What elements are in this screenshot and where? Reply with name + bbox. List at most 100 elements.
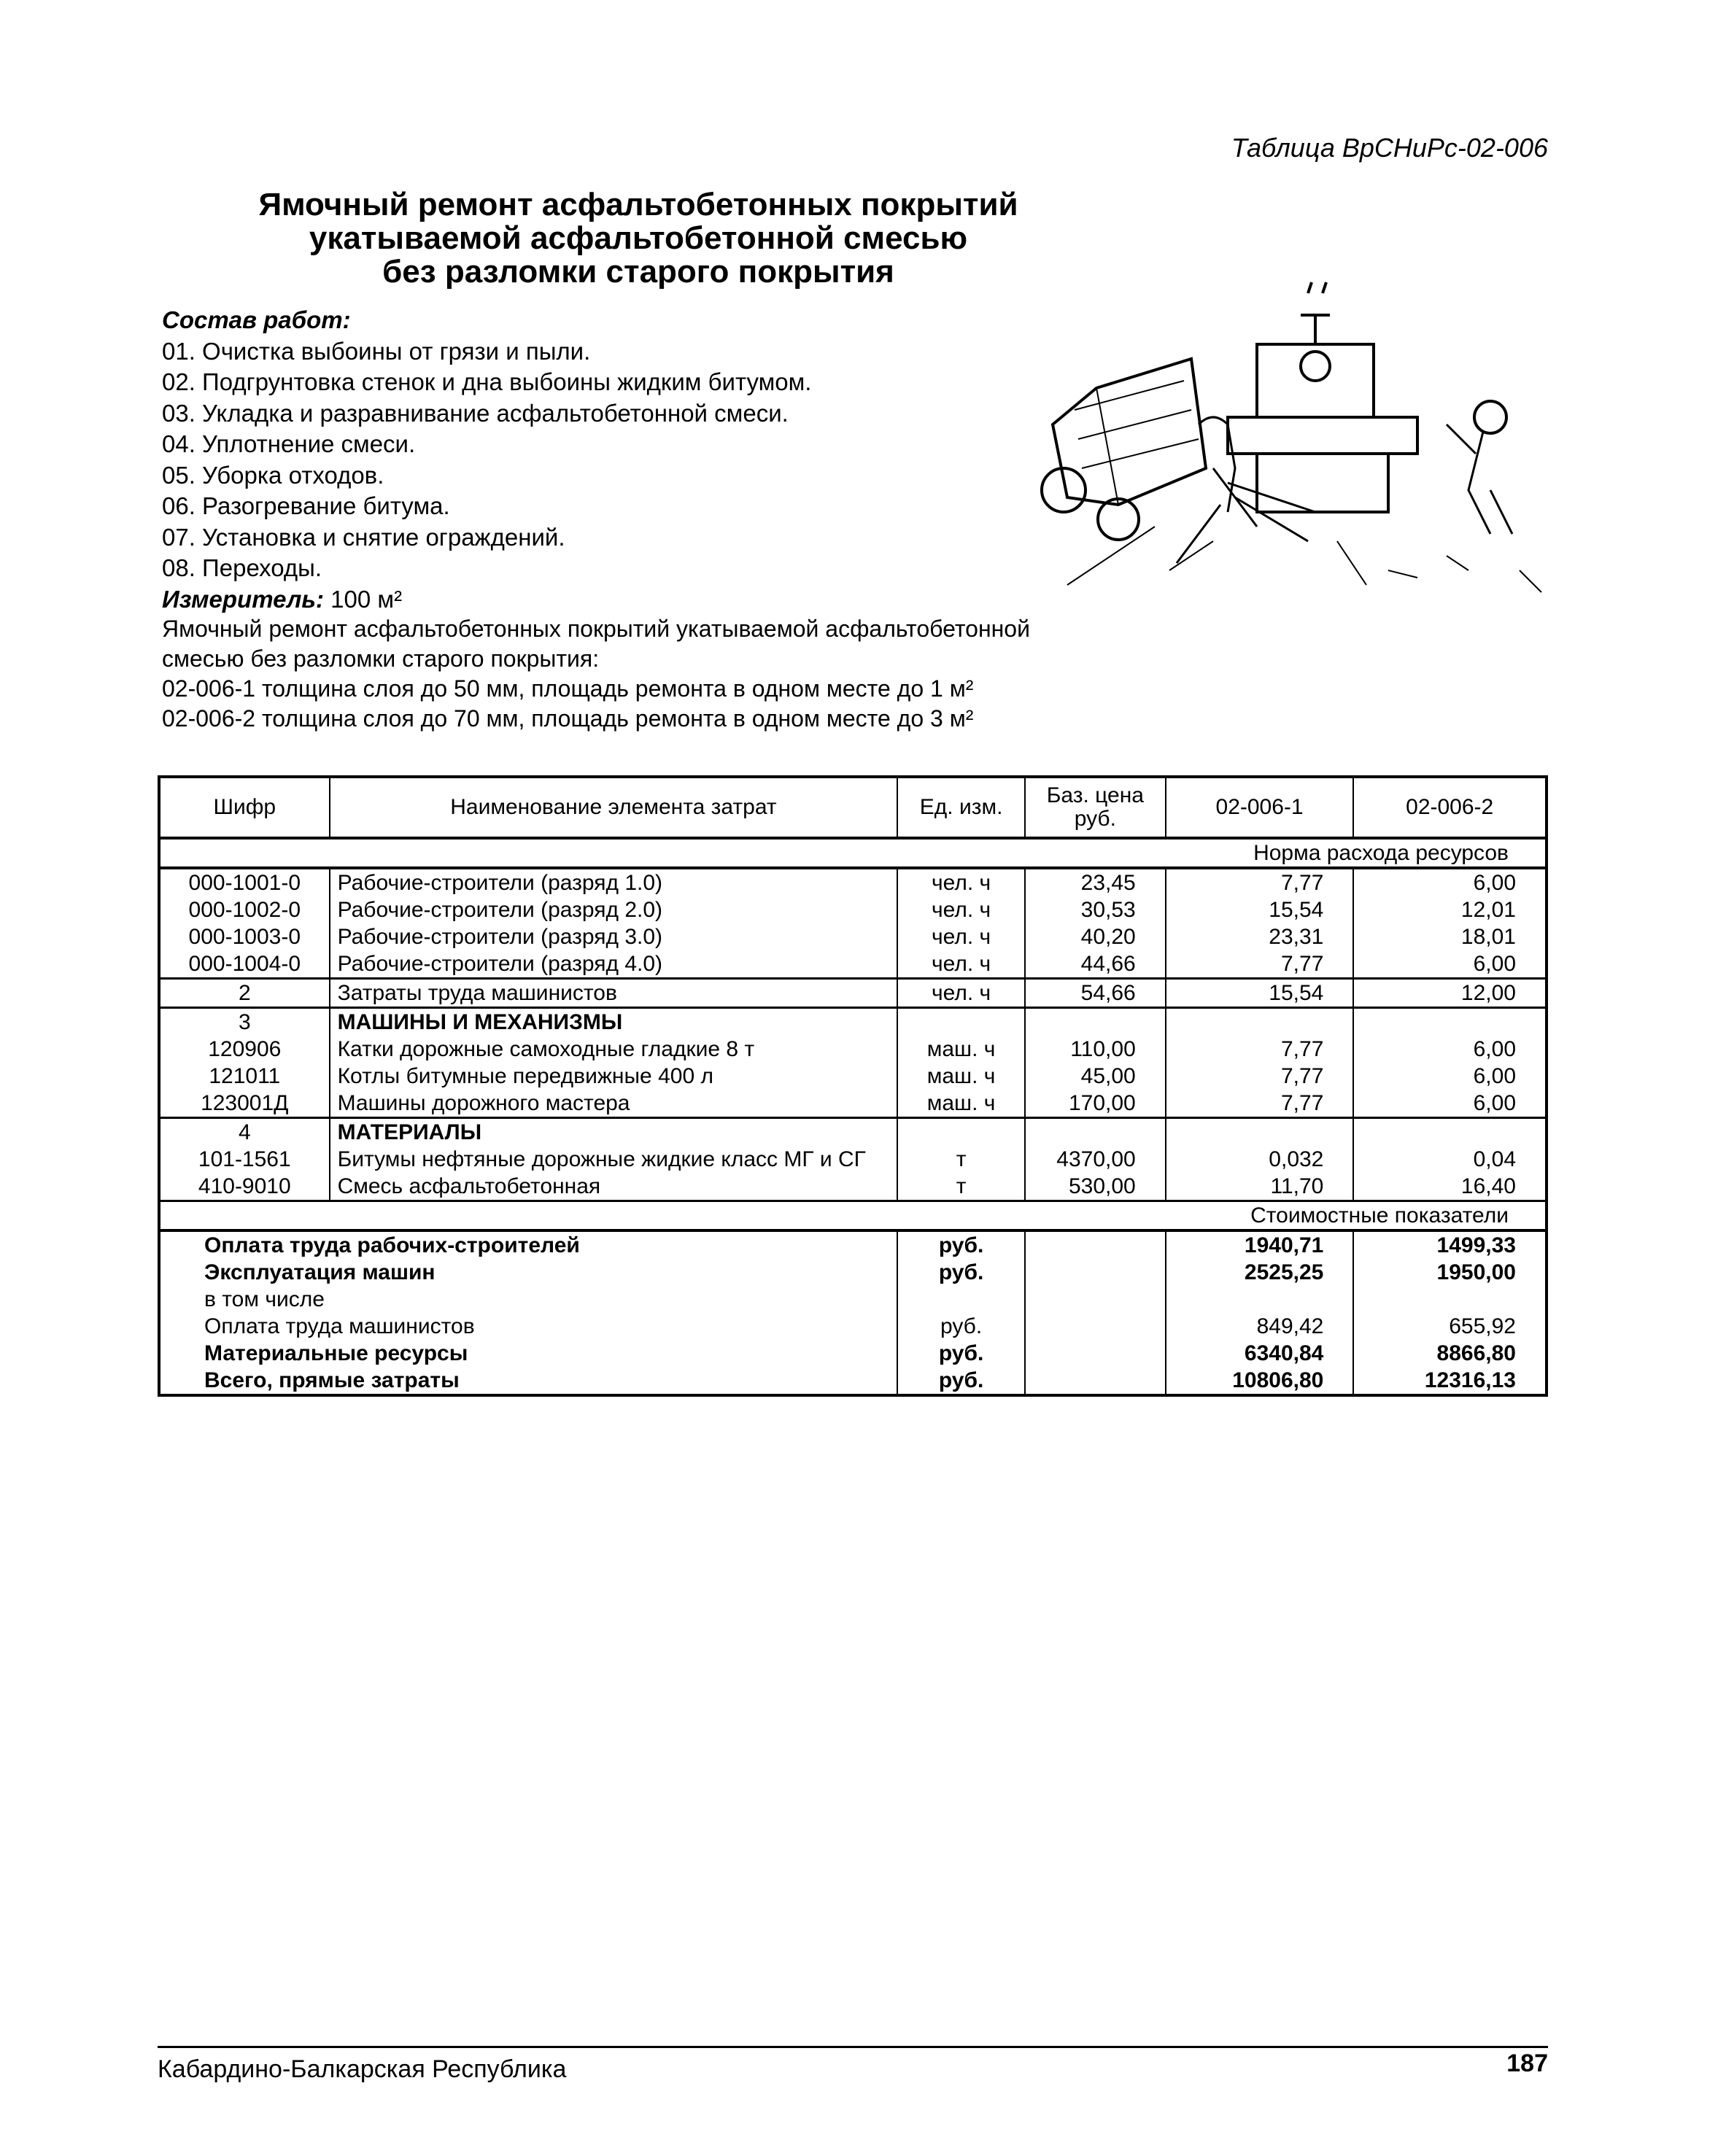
table-cell: 6,00	[1352, 1036, 1547, 1063]
table-cell: 101-1561	[158, 1146, 330, 1173]
table-cell: Стоимостные показатели	[159, 1201, 1547, 1232]
table-cell: Оплата труда рабочих-строителей	[159, 1230, 899, 1259]
cost-row: Оплата труда рабочих-строителей руб. 1940,…	[159, 1230, 1547, 1259]
title-line: без разломки старого покрытия	[382, 254, 894, 290]
section-heading-row: 3 МАШИНЫ И МЕХАНИЗМЫ	[158, 1007, 1547, 1036]
col-02-006-2: 02-006-2	[1352, 776, 1547, 839]
table-cell: 530,00	[1023, 1173, 1166, 1202]
table-cell: 11,70	[1164, 1173, 1355, 1202]
table-cell: в том числе	[159, 1286, 899, 1313]
table-cell: 16,40	[1352, 1173, 1547, 1202]
description-line: 02-006-2 толщина слоя до 70 мм, площадь …	[162, 705, 974, 732]
table-cell: 110,00	[1023, 1036, 1166, 1063]
table-cell	[1352, 1286, 1547, 1313]
cost-table: Шифр Наименование элемента затрат Ед. из…	[158, 775, 1548, 1397]
col-price: Баз. цена руб.	[1023, 776, 1166, 839]
table-cell: 40,20	[1023, 923, 1166, 950]
col-02-006-1: 02-006-1	[1164, 776, 1355, 839]
table-cell: 6,00	[1352, 1090, 1547, 1119]
table-cell	[1023, 1007, 1166, 1036]
table-cell: 2525,25	[1164, 1259, 1355, 1286]
table-cell	[1023, 1286, 1166, 1313]
table-cell: Материальные ресурсы	[159, 1340, 899, 1367]
table-row: 120906 Катки дорожные самоходные гладкие …	[158, 1036, 1547, 1063]
table-cell	[1023, 1230, 1166, 1259]
table-cell: 23,31	[1164, 923, 1355, 950]
table-cell: 45,00	[1023, 1063, 1166, 1090]
table-cell	[1164, 1286, 1355, 1313]
table-cell: 170,00	[1023, 1090, 1166, 1119]
table-cell: 655,92	[1352, 1313, 1547, 1340]
table-row: 000-1001-0 Рабочие-строители (разряд 1.0)…	[158, 868, 1547, 896]
title-line: укатываемой асфальтобетонной смесью	[309, 220, 968, 256]
table-cell: 120906	[158, 1036, 330, 1063]
road-repair-illustration	[1040, 282, 1542, 593]
table-cell	[1023, 1340, 1166, 1367]
table-row: 121011 Котлы битумные передвижные 400 л ма…	[158, 1063, 1547, 1090]
composition-heading: Состав работ:	[162, 306, 351, 333]
table-cell: руб.	[897, 1340, 1026, 1367]
table-cell: 18,01	[1352, 923, 1547, 950]
table-cell: 10806,80	[1164, 1367, 1355, 1395]
table-cell: чел. ч	[897, 868, 1026, 896]
table-cell: Смесь асфальтобетонная	[328, 1173, 899, 1202]
table-cell	[1023, 1259, 1166, 1286]
table-cell: 000-1003-0	[158, 923, 330, 950]
table-cell	[1164, 1007, 1355, 1036]
table-cell: чел. ч	[897, 896, 1026, 923]
table-cell: 1940,71	[1164, 1230, 1355, 1259]
composition-item: 07. Установка и снятие ограждений.	[162, 523, 565, 551]
composition-item: 04. Уплотнение смеси.	[162, 430, 416, 457]
table-cell: т	[897, 1146, 1026, 1173]
measure: Измеритель: 100 м²	[162, 584, 811, 616]
table-cell: 1499,33	[1352, 1230, 1547, 1259]
table-cell: 23,45	[1023, 868, 1166, 896]
table-cell: 7,77	[1164, 1036, 1355, 1063]
table-cell: МАШИНЫ И МЕХАНИЗМЫ	[328, 1007, 899, 1036]
table-cell: Машины дорожного мастера	[328, 1090, 899, 1119]
table-cell: 000-1001-0	[158, 868, 330, 896]
table-cell: Рабочие-строители (разряд 2.0)	[328, 896, 899, 923]
table-cell: 12316,13	[1352, 1367, 1547, 1395]
col-name: Наименование элемента затрат	[328, 776, 899, 839]
footer-region: Кабардино-Балкарская Республика	[158, 2055, 567, 2083]
description-line: Ямочный ремонт асфальтобетонных покрытий…	[162, 616, 1030, 642]
table-cell: Битумы нефтяные дорожные жидкие класс МГ…	[328, 1146, 899, 1173]
table-cell	[897, 1286, 1026, 1313]
table-cell: 6,00	[1352, 950, 1547, 980]
table-cell	[1023, 1367, 1166, 1395]
table-cell	[1023, 1313, 1166, 1340]
composition-item: 03. Укладка и разравнивание асфальтобето…	[162, 399, 789, 427]
table-cell: Котлы битумные передвижные 400 л	[328, 1063, 899, 1090]
table-cell: чел. ч	[897, 950, 1026, 980]
table-cell: Затраты труда машинистов	[328, 978, 899, 1009]
cost-row: в том числе	[159, 1286, 1547, 1313]
table-cell: 121011	[158, 1063, 330, 1090]
table-cell: 000-1004-0	[158, 950, 330, 980]
table-cell	[897, 1117, 1026, 1146]
table-cell: 4370,00	[1023, 1146, 1166, 1173]
table-label: Таблица ВрСНиРс-02-006	[1231, 133, 1548, 163]
table-cell: 849,42	[1164, 1313, 1355, 1340]
table-cell: маш. ч	[897, 1036, 1026, 1063]
cost-row: Эксплуатация машин руб. 2525,25 1950,00	[159, 1259, 1547, 1286]
table-cell: Катки дорожные самоходные гладкие 8 т	[328, 1036, 899, 1063]
table-cell: 6340,84	[1164, 1340, 1355, 1367]
table-cell: 15,54	[1164, 896, 1355, 923]
table-cell: 7,77	[1164, 950, 1355, 980]
table-cell: 44,66	[1023, 950, 1166, 980]
col-code: Шифр	[158, 776, 330, 839]
table-cell	[1164, 1117, 1355, 1146]
table-cell	[897, 1007, 1026, 1036]
table-cell: чел. ч	[897, 978, 1026, 1009]
table-cell: 6,00	[1352, 868, 1547, 896]
table-cell	[1352, 1117, 1547, 1146]
table-cell: 54,66	[1023, 978, 1166, 1009]
section-heading-row: 4 МАТЕРИАЛЫ	[158, 1117, 1547, 1146]
table-cell: т	[897, 1173, 1026, 1202]
table-cell: Норма расхода ресурсов	[159, 838, 1547, 869]
table-cell: 7,77	[1164, 1063, 1355, 1090]
table-cell: 12,00	[1352, 978, 1547, 1009]
table-cell: 0,04	[1352, 1146, 1547, 1173]
table-cell	[1023, 1117, 1166, 1146]
